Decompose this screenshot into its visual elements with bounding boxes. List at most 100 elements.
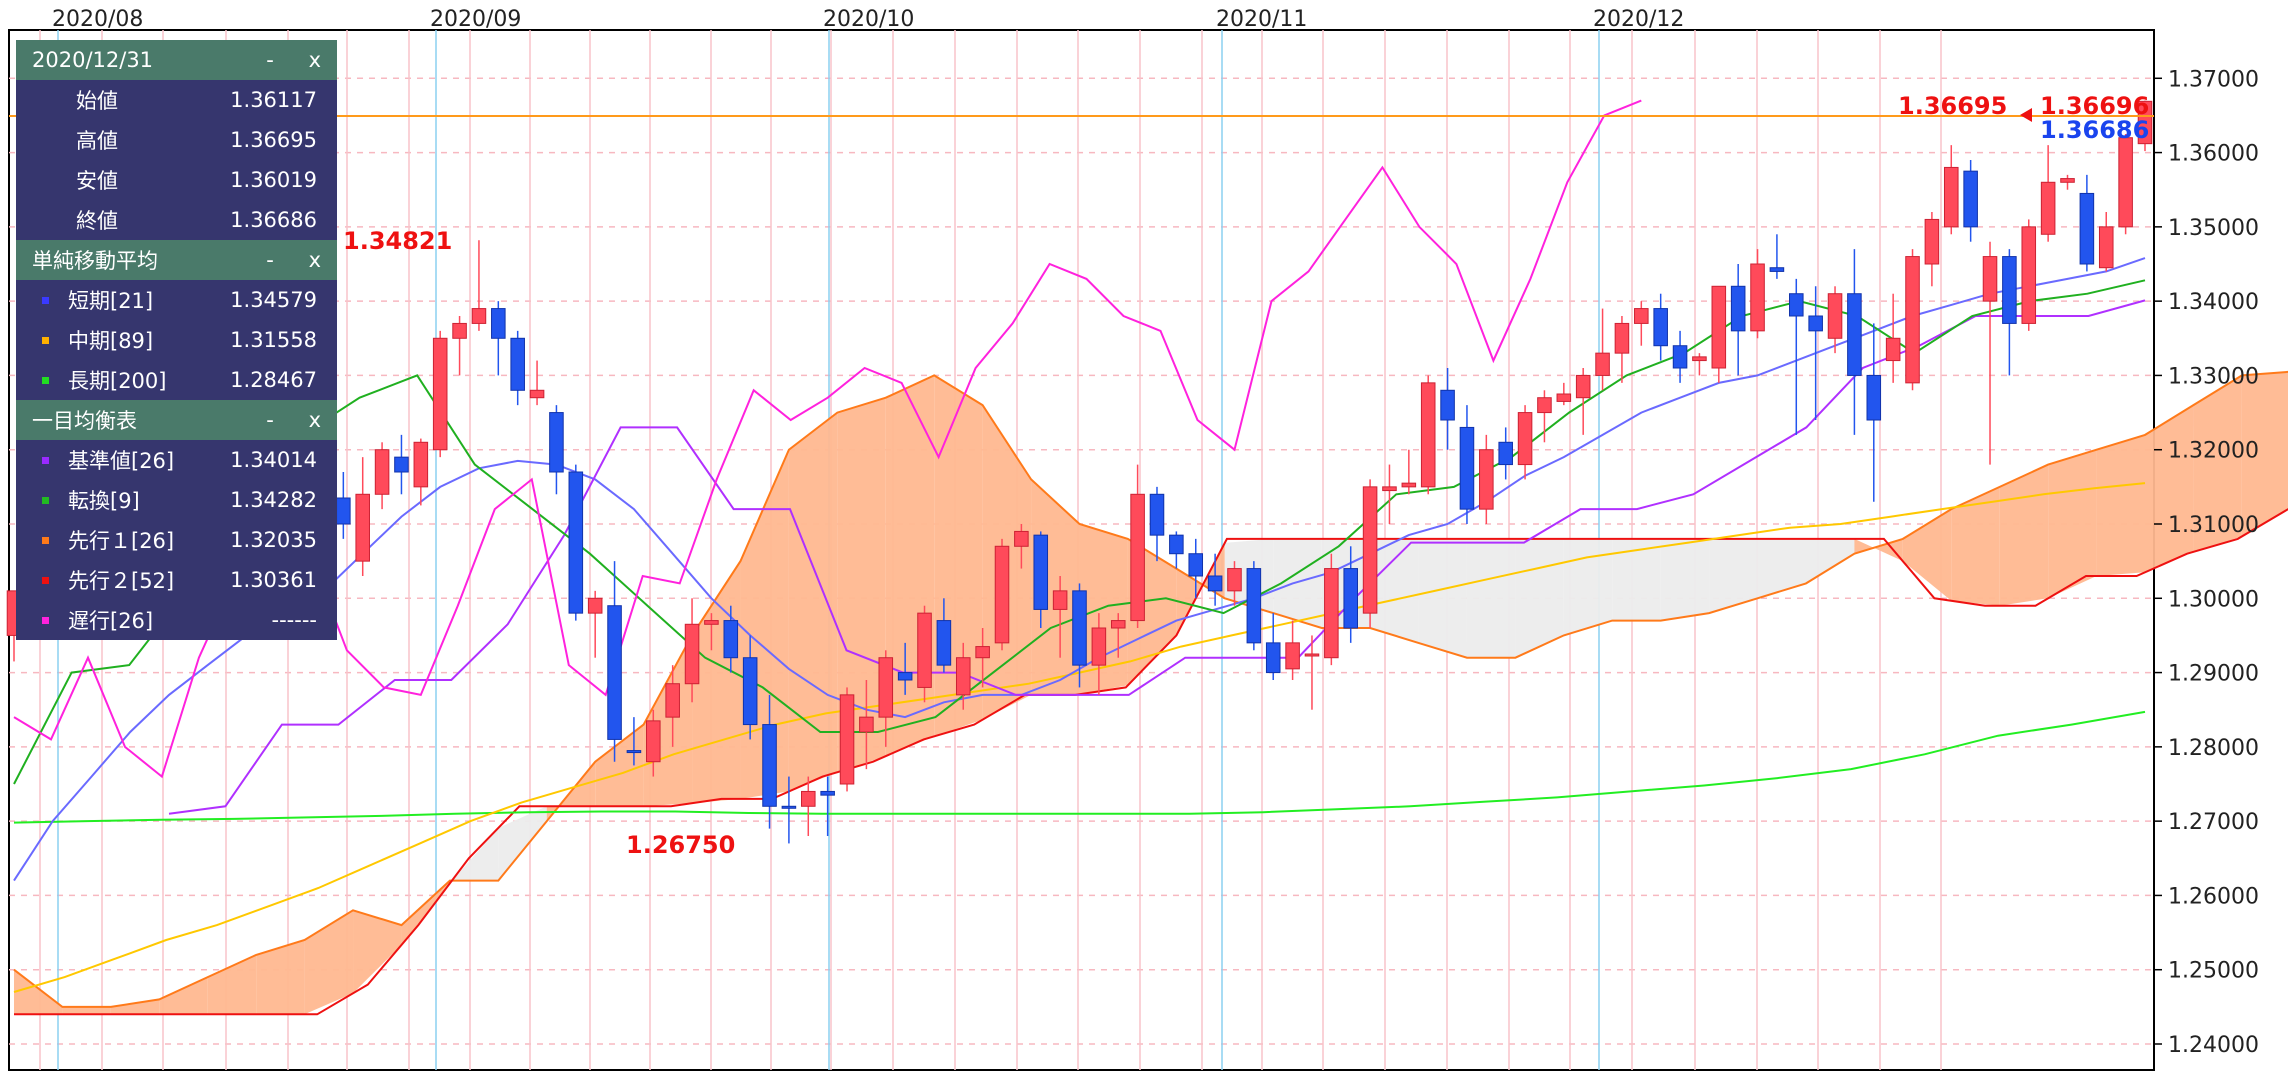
close-button[interactable]: x xyxy=(308,48,321,72)
minimize-button[interactable]: - xyxy=(266,48,274,72)
y-tick-label: 1.25000 xyxy=(2168,959,2259,984)
candle xyxy=(1575,368,1591,435)
sma-panel-header[interactable]: 単純移動平均 - x xyxy=(16,240,337,280)
candle xyxy=(1440,368,1455,450)
sma-long-line xyxy=(13,710,2146,824)
candle-body xyxy=(1227,568,1242,592)
candle-body xyxy=(1072,590,1087,666)
candle xyxy=(955,642,971,710)
legend-swatch xyxy=(42,576,49,584)
candle-body xyxy=(1885,337,1901,362)
candle xyxy=(820,776,835,836)
legend-swatch xyxy=(42,496,49,504)
candle xyxy=(549,405,564,495)
ohlc-panel: 2020/12/31 - x 始値 1.36117 高値 1.36695 安値 … xyxy=(16,40,337,640)
candle xyxy=(2040,145,2056,242)
sma-panel-title: 単純移動平均 xyxy=(32,249,158,273)
x-tick-label: 2020/09 xyxy=(430,7,521,32)
candle-body xyxy=(742,657,758,726)
candle xyxy=(336,472,351,539)
row-label: 終値 xyxy=(76,209,118,233)
candle-body xyxy=(1343,568,1358,629)
cloud-segment xyxy=(304,910,354,1015)
candle-body xyxy=(2002,256,2017,324)
ichimoku-panel-header[interactable]: 一目均衡表 - x xyxy=(16,400,337,440)
candle-body xyxy=(1769,267,1785,272)
y-tick-label: 1.28000 xyxy=(2168,736,2259,761)
candle-body xyxy=(1537,397,1552,414)
candle-body xyxy=(510,337,525,391)
candle-body xyxy=(1866,374,1882,421)
x-tick-label: 2020/11 xyxy=(1216,7,1307,32)
candle-body xyxy=(1091,627,1107,666)
candle xyxy=(1556,382,1572,406)
candle xyxy=(1207,553,1223,606)
x-tick-label: 2020/08 xyxy=(52,7,143,32)
candle xyxy=(975,628,990,688)
candle xyxy=(1827,286,1843,354)
price-marker-icon xyxy=(2020,108,2032,122)
minimize-button[interactable]: - xyxy=(266,408,274,432)
candle-body xyxy=(1672,345,1688,369)
senkou1-line xyxy=(13,370,2288,1008)
senkou2-line xyxy=(14,508,2288,1016)
candle-body xyxy=(529,389,545,399)
candle xyxy=(1324,553,1339,666)
minimize-button[interactable]: - xyxy=(266,248,274,272)
candle xyxy=(1963,160,1978,242)
candle xyxy=(839,687,855,792)
cloud-segment xyxy=(1370,538,1419,643)
candle xyxy=(1711,285,1727,383)
candle xyxy=(1401,449,1417,495)
candle-body xyxy=(955,657,971,696)
candle-body xyxy=(1730,285,1746,332)
candle-body xyxy=(1382,486,1397,492)
cloud-segment xyxy=(1273,538,1322,628)
candle xyxy=(1091,613,1107,695)
sma-row-short: 短期[21] 1.34579 xyxy=(16,280,337,320)
candle-body xyxy=(1246,568,1262,644)
row-value: 1.36117 xyxy=(230,88,317,112)
cloud-segment xyxy=(14,969,63,1015)
candle-body xyxy=(1285,642,1300,670)
cloud-segment xyxy=(1515,538,1564,658)
close-button[interactable]: x xyxy=(308,408,321,432)
candle-body xyxy=(626,750,642,754)
candle-body xyxy=(1789,293,1804,317)
candle-body xyxy=(859,716,874,733)
close-button[interactable]: x xyxy=(308,248,321,272)
candle-body xyxy=(704,620,719,625)
row-label: 短期[21] xyxy=(68,289,154,313)
row-value: 1.28467 xyxy=(230,368,317,392)
candle xyxy=(2118,134,2133,235)
candle-body xyxy=(394,456,409,473)
ohlc-panel-header[interactable]: 2020/12/31 - x xyxy=(16,40,337,80)
y-tick-label: 1.26000 xyxy=(2168,884,2259,909)
cloud-segment xyxy=(1612,538,1661,621)
candle xyxy=(781,776,797,844)
sma-row-long: 長期[200] 1.28467 xyxy=(16,360,337,400)
candle xyxy=(452,316,467,376)
candle xyxy=(1885,293,1901,383)
ohlc-row-close: 終値 1.36686 xyxy=(16,200,337,240)
candle-body xyxy=(2021,226,2037,324)
row-label: 安値 xyxy=(76,169,118,193)
candle-body xyxy=(568,471,584,614)
candle-body xyxy=(549,412,564,473)
candle xyxy=(1149,486,1165,562)
candle xyxy=(1246,561,1262,651)
cloud-segment xyxy=(1757,538,1806,599)
y-tick-label: 1.27000 xyxy=(2168,810,2259,835)
cloud-segment xyxy=(2048,449,2097,599)
candle-body xyxy=(994,545,1010,644)
candle xyxy=(801,776,816,836)
candle xyxy=(1847,249,1862,435)
candle-body xyxy=(1052,590,1068,610)
legend-swatch xyxy=(42,296,49,304)
candle xyxy=(665,665,680,747)
cloud-segment xyxy=(837,397,886,773)
candle xyxy=(1750,249,1765,339)
ohlc-row-high: 高値 1.36695 xyxy=(16,120,337,160)
cloud-segment xyxy=(401,880,450,945)
candle xyxy=(432,330,448,458)
